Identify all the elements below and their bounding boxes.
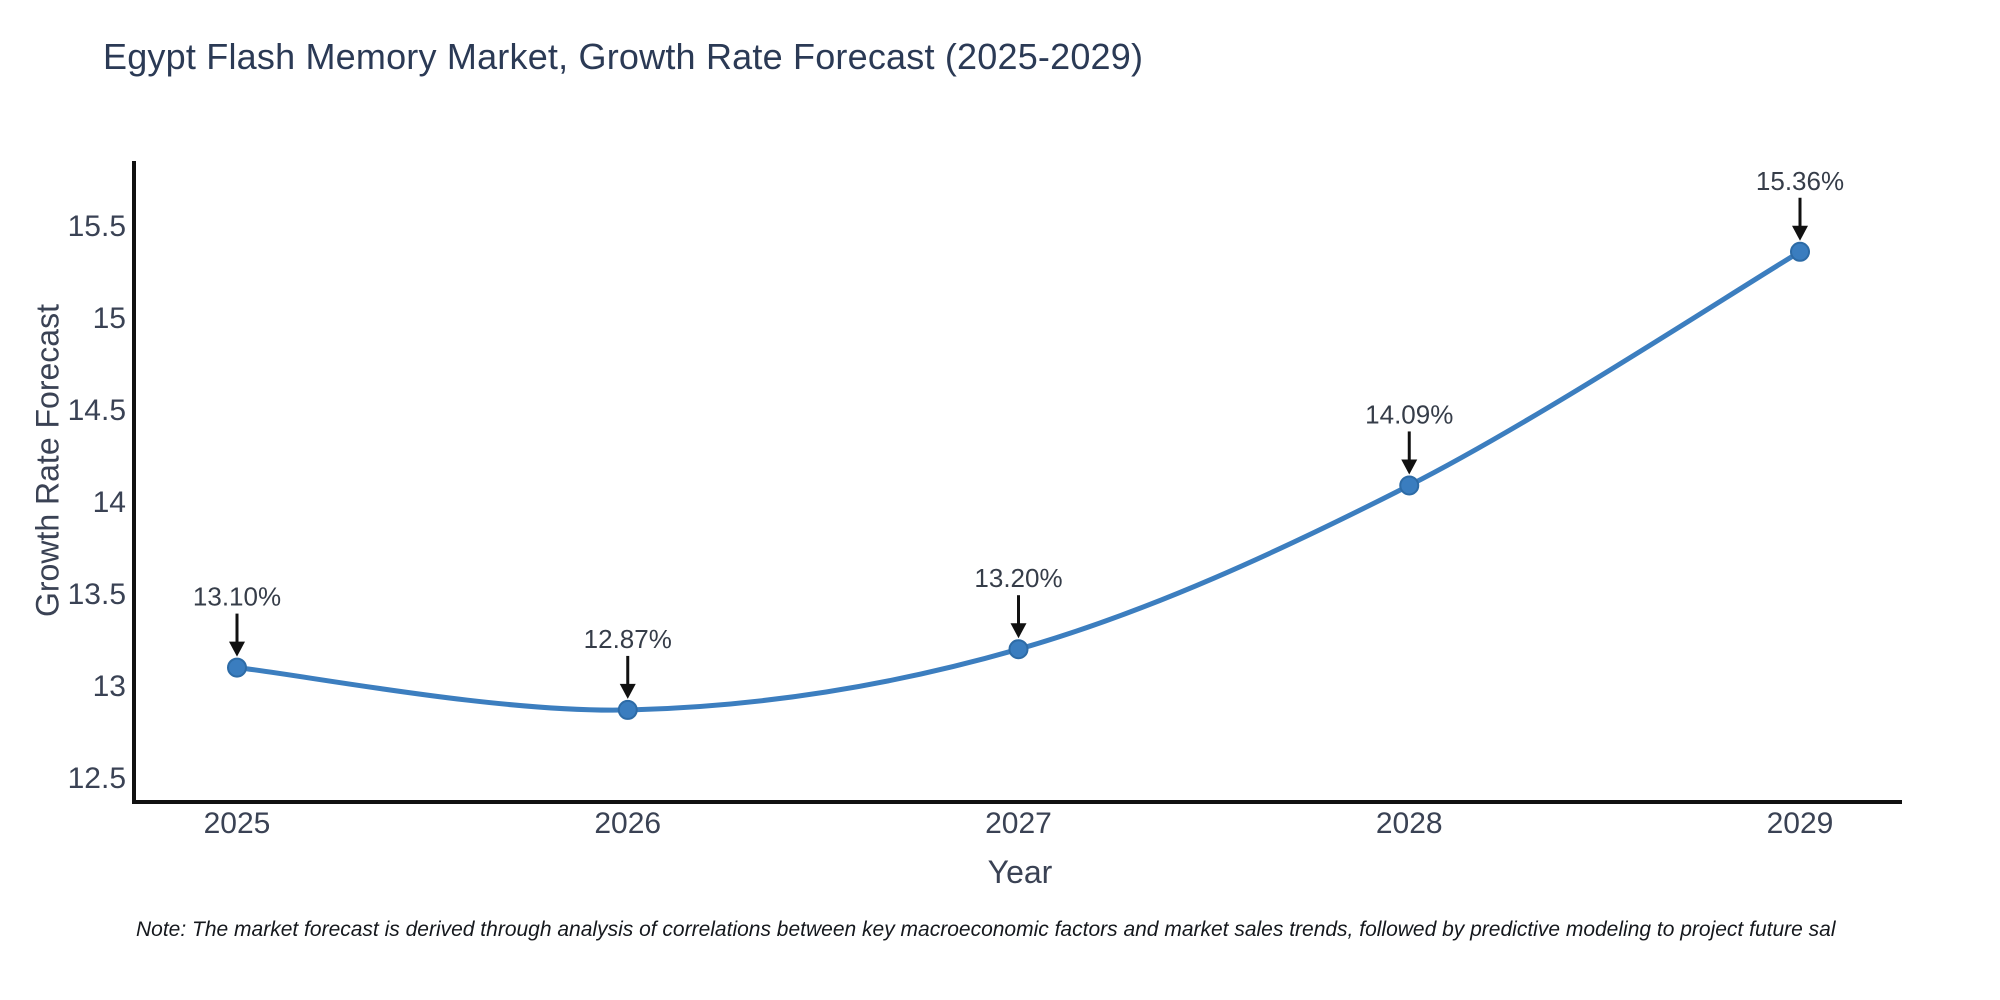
annotation-arrow-head xyxy=(1010,623,1027,639)
y-tick-label: 12.5 xyxy=(68,762,126,795)
x-tick-label: 2028 xyxy=(1376,807,1443,840)
annotation-arrow-head xyxy=(229,641,245,657)
point-annotation: 12.87% xyxy=(584,624,672,654)
point-annotation: 14.09% xyxy=(1365,399,1453,429)
x-tick-label: 2027 xyxy=(985,807,1052,840)
annotation-arrow-head xyxy=(619,683,636,699)
y-tick-label: 15 xyxy=(93,302,126,335)
data-point-marker xyxy=(227,657,247,678)
data-point-marker xyxy=(1790,241,1810,262)
data-point-marker xyxy=(1008,639,1029,660)
annotation-arrow-head xyxy=(1401,459,1418,475)
data-point-marker xyxy=(1399,475,1420,496)
y-tick-label: 15.5 xyxy=(68,210,126,243)
y-tick-label: 13 xyxy=(93,670,126,703)
x-tick-label: 2026 xyxy=(594,807,661,840)
x-axis-title: Year xyxy=(987,854,1053,890)
chart-title: Egypt Flash Memory Market, Growth Rate F… xyxy=(103,36,1144,77)
y-tick-label: 14.5 xyxy=(68,394,126,427)
y-tick-label: 14 xyxy=(93,486,126,519)
data-point-marker xyxy=(617,699,638,720)
x-tick-label: 2025 xyxy=(204,807,271,840)
x-tick-label: 2029 xyxy=(1767,807,1834,840)
axis-spines xyxy=(132,161,1902,804)
y-tick-label: 13.5 xyxy=(68,578,126,611)
point-annotation: 15.36% xyxy=(1756,166,1844,196)
annotation-arrow-head xyxy=(1792,225,1808,241)
point-annotation: 13.20% xyxy=(974,563,1062,593)
footnote-text: Note: The market forecast is derived thr… xyxy=(136,918,1836,941)
point-annotation: 13.10% xyxy=(193,582,281,612)
